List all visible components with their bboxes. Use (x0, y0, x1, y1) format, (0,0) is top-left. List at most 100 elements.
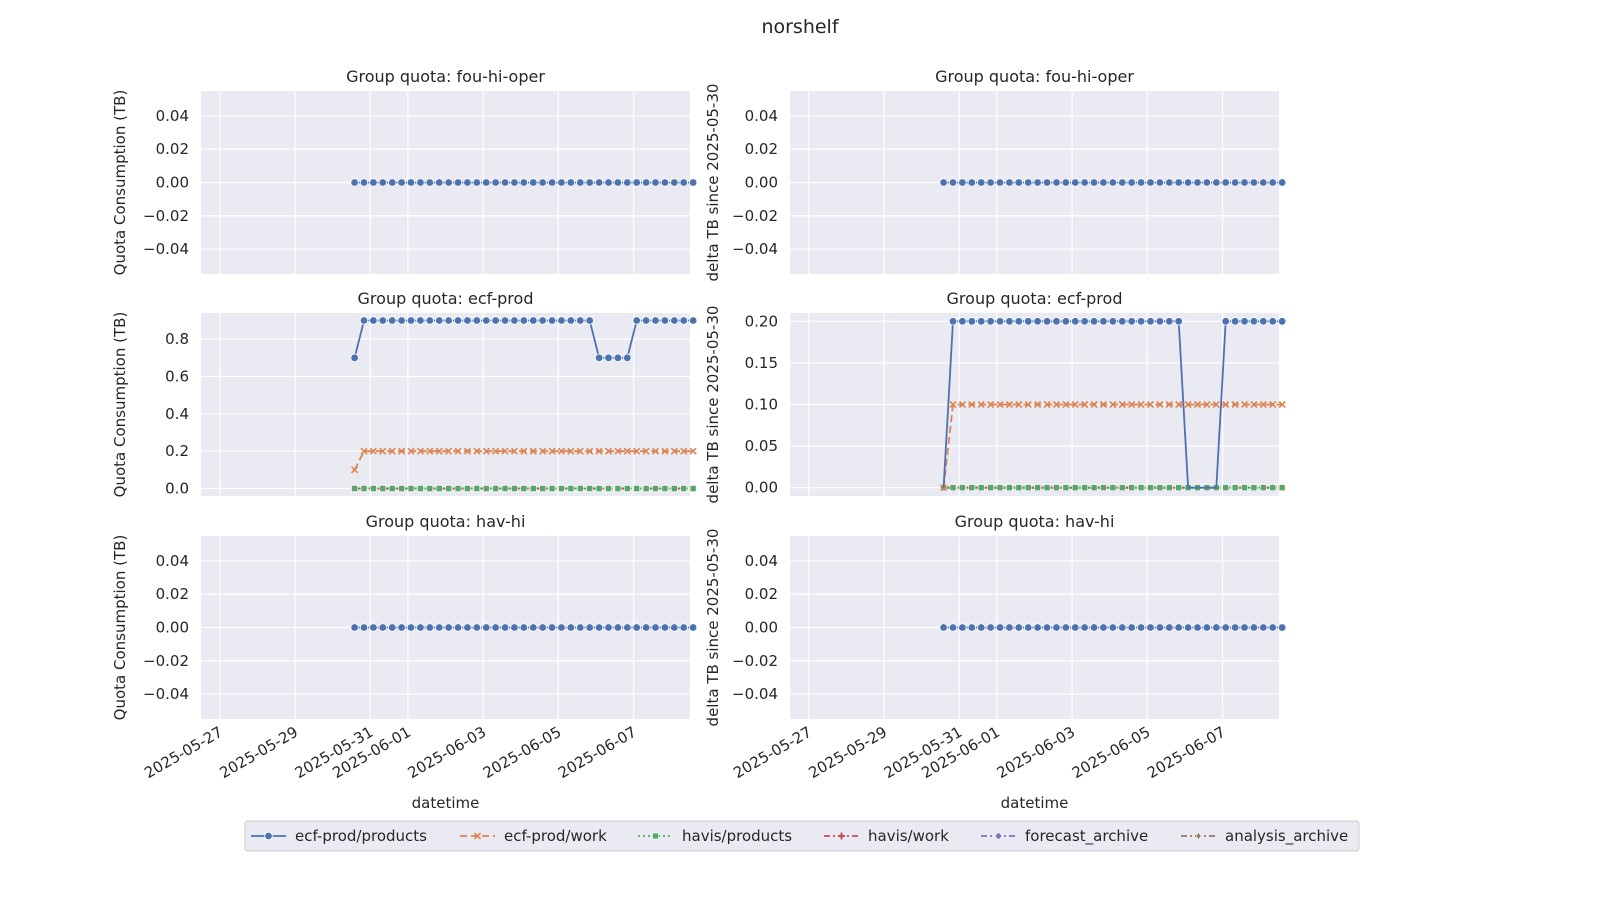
point-ecf-prod-products-21 (547, 178, 557, 187)
y-tick-label: 0.20 (745, 312, 778, 330)
point-ecf-prod-work-14 (482, 447, 490, 455)
point-ecf-prod-products-23 (1155, 623, 1165, 632)
point-ecf-prod-work-22 (1146, 400, 1155, 409)
point-ecf-prod-products-27 (604, 623, 613, 632)
point-havis-products-13 (1062, 484, 1070, 491)
y-tick-label: −0.02 (732, 207, 778, 225)
point-havis-work-legend (838, 832, 845, 840)
point-ecf-prod-products-11 (453, 316, 463, 325)
y-tick-label: −0.02 (143, 652, 189, 670)
point-ecf-prod-products-28 (613, 353, 623, 363)
point-ecf-prod-products-3 (967, 317, 977, 326)
point-ecf-prod-products-6 (995, 317, 1005, 326)
point-ecf-prod-products-26 (594, 623, 604, 632)
point-ecf-prod-work-25 (586, 447, 594, 455)
point-ecf-prod-products-3 (378, 178, 388, 187)
point-havis-products-4 (388, 485, 396, 492)
point-ecf-prod-products-12 (463, 178, 472, 187)
x-tick-label: 2025-05-27 (141, 723, 226, 782)
point-ecf-prod-work-25 (1175, 400, 1183, 409)
point-ecf-prod-products-12 (463, 623, 472, 632)
point-ecf-prod-products-24 (576, 623, 585, 632)
point-ecf-prod-products-2 (369, 623, 378, 632)
x-tick-label: 2025-05-29 (806, 723, 891, 782)
point-ecf-prod-work-0 (940, 484, 948, 492)
point-ecf-prod-products-10 (444, 623, 453, 632)
y-tick-label: −0.02 (143, 207, 189, 225)
point-ecf-prod-work-17 (1099, 400, 1108, 409)
point-ecf-prod-products-32 (651, 316, 660, 325)
point-ecf-prod-products-14 (482, 178, 491, 187)
point-ecf-prod-products-19 (1118, 623, 1127, 632)
point-ecf-prod-products-28 (613, 623, 623, 632)
x-tick-label: 2025-06-03 (405, 723, 490, 782)
y-tick-label: 0.00 (745, 479, 778, 497)
point-ecf-prod-products-5 (986, 623, 995, 632)
series-ecf-prod-products (942, 317, 1287, 489)
series-group (939, 317, 1287, 492)
series-group (939, 178, 1287, 187)
point-ecf-prod-products-13 (472, 623, 482, 632)
point-ecf-prod-products-23 (1155, 178, 1165, 187)
point-ecf-prod-products-21 (1136, 317, 1146, 326)
point-ecf-prod-products-17 (510, 623, 519, 632)
point-ecf-prod-work-33 (1250, 400, 1258, 409)
point-ecf-prod-work-28 (614, 447, 622, 455)
point-ecf-prod-work-9 (435, 447, 443, 455)
point-ecf-prod-products-7 (1005, 623, 1014, 632)
point-ecf-prod-products-23 (566, 623, 576, 632)
point-ecf-prod-products-12 (1052, 178, 1061, 187)
point-ecf-prod-products-19 (1118, 317, 1127, 326)
point-ecf-prod-work-10 (445, 447, 453, 455)
point-ecf-prod-products-28 (613, 178, 623, 187)
point-ecf-prod-products-1 (359, 316, 369, 325)
point-ecf-prod-products-19 (529, 623, 538, 632)
point-ecf-prod-products-33 (1249, 178, 1259, 187)
point-ecf-prod-products-13 (472, 178, 482, 187)
point-ecf-prod-products-3 (378, 316, 388, 325)
point-ecf-prod-products-31 (641, 623, 651, 632)
y-tick-label: −0.04 (143, 240, 189, 258)
point-havis-products-28 (614, 485, 622, 492)
point-havis-products-legend (652, 832, 659, 840)
point-ecf-prod-products-13 (1061, 317, 1071, 326)
y-axis-label: Quota Consumption (TB) (111, 312, 129, 498)
point-ecf-prod-products-6 (406, 316, 416, 325)
y-tick-label: −0.04 (732, 685, 778, 703)
point-ecf-prod-products-32 (651, 178, 660, 187)
point-havis-products-33 (1250, 484, 1258, 491)
series-havis-products (351, 485, 697, 492)
point-ecf-prod-products-17 (510, 316, 519, 325)
point-ecf-prod-products-18 (519, 316, 529, 325)
y-tick-label: −0.02 (732, 652, 778, 670)
point-ecf-prod-products-32 (1240, 178, 1249, 187)
point-ecf-prod-products-36 (688, 623, 698, 632)
point-ecf-prod-products-14 (482, 316, 491, 325)
point-ecf-prod-products-23 (1155, 317, 1165, 326)
point-havis-products-26 (595, 485, 603, 492)
point-havis-products-25 (586, 485, 593, 492)
point-havis-products-32 (652, 485, 659, 492)
point-ecf-prod-products-33 (660, 623, 670, 632)
point-ecf-prod-products-35 (679, 316, 688, 325)
point-havis-products-1 (360, 485, 368, 492)
point-ecf-prod-work-9 (1024, 400, 1032, 409)
point-ecf-prod-work-3 (968, 400, 976, 409)
point-ecf-prod-products-6 (406, 623, 416, 632)
point-ecf-prod-products-15 (1080, 178, 1089, 187)
point-ecf-prod-work-1 (949, 400, 957, 409)
point-havis-products-29 (624, 485, 631, 492)
point-ecf-prod-products-12 (463, 316, 472, 325)
y-tick-label: 0.00 (745, 619, 778, 637)
point-ecf-prod-products-36 (1277, 178, 1287, 187)
series-group (350, 623, 698, 632)
point-havis-products-14 (482, 485, 490, 492)
point-ecf-prod-products-3 (967, 178, 977, 187)
y-tick-label: 0.2 (165, 442, 189, 460)
point-ecf-prod-products-7 (416, 316, 425, 325)
legend-item-havis-work: havis/work (824, 827, 949, 845)
series-ecf-prod-products (939, 623, 1287, 632)
point-ecf-prod-products-7 (416, 623, 425, 632)
x-tick-label: 2025-06-07 (555, 723, 640, 782)
